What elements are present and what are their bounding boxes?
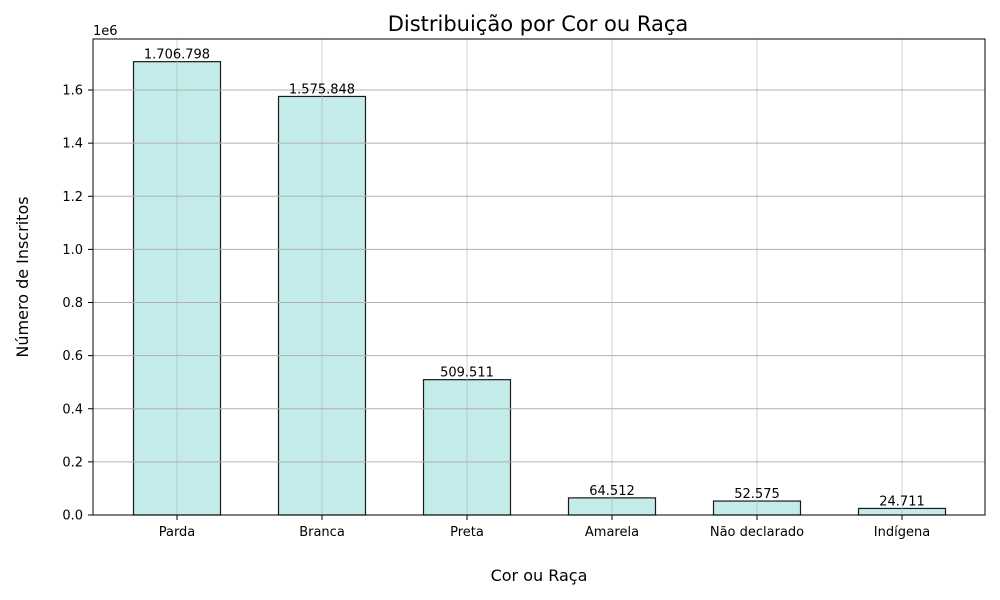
y-tick-label: 0.4	[62, 402, 83, 417]
x-tick-label: Parda	[159, 525, 196, 540]
y-tick-label: 0.6	[62, 349, 83, 364]
y-tick-label: 0.8	[62, 296, 83, 311]
y-tick-label: 1.4	[62, 137, 83, 152]
data-label: 1.575.848	[289, 82, 355, 97]
y-axis-label: Número de Inscritos	[13, 196, 32, 357]
y-axis-offset-label: 1e6	[93, 24, 118, 39]
grid	[93, 39, 985, 516]
x-tick-label: Preta	[450, 525, 484, 540]
y-axis-ticks: 0.0 0.2 0.4 0.6 0.8 1.0 1.2 1.4 1.6	[62, 84, 93, 524]
x-tick-label: Branca	[299, 525, 345, 540]
bars	[132, 61, 947, 516]
data-labels: 1.706.798 1.575.848 509.511 64.512 52.575 24.…	[144, 48, 925, 510]
data-label: 1.706.798	[144, 48, 210, 63]
data-label: 52.575	[734, 487, 780, 502]
x-axis-ticks: Parda Branca Preta Amarela Não declarado Indí…	[159, 515, 930, 540]
x-tick-label: Amarela	[585, 525, 639, 540]
y-tick-label: 0.2	[62, 455, 83, 470]
y-tick-label: 0.0	[62, 509, 83, 524]
chart-title: Distribuição por Cor ou Raça	[388, 12, 689, 36]
x-axis-label: Cor ou Raça	[491, 566, 588, 585]
y-tick-label: 1.2	[62, 190, 83, 205]
y-tick-label: 1.6	[62, 84, 83, 99]
data-label: 64.512	[589, 484, 635, 499]
plot-frame	[92, 38, 986, 516]
data-label: 509.511	[440, 366, 494, 381]
x-tick-label: Indígena	[874, 525, 930, 540]
data-label: 24.711	[879, 494, 925, 509]
x-tick-label: Não declarado	[710, 525, 804, 540]
y-tick-label: 1.0	[62, 243, 83, 258]
